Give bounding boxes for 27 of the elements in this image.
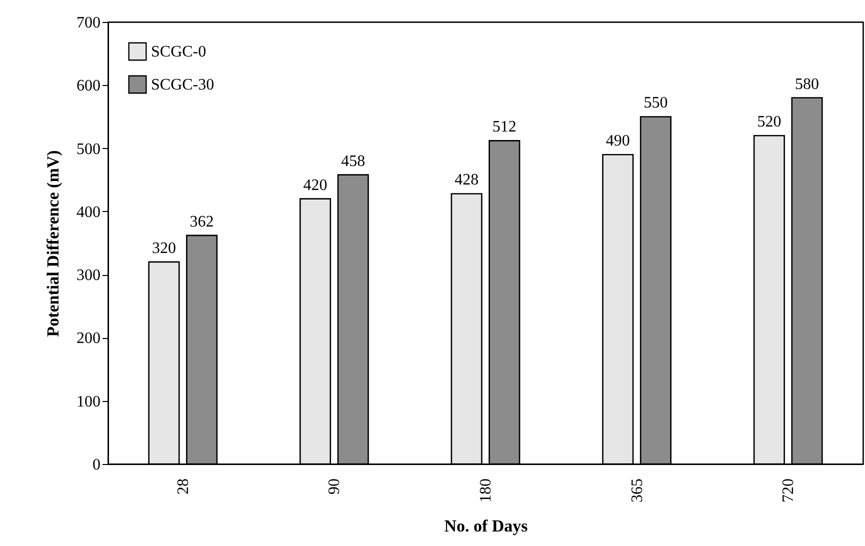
x-tick-label: 180 (478, 478, 494, 502)
y-tick-label: 300 (76, 267, 100, 284)
legend-label: SCGC-30 (151, 76, 214, 94)
data-label: 362 (190, 213, 214, 230)
x-tick-label: 28 (174, 478, 192, 494)
data-label: 320 (152, 240, 176, 257)
legend-label: SCGC-0 (151, 44, 206, 60)
y-tick-label: 100 (76, 393, 100, 410)
y-tick-label: 400 (76, 204, 100, 221)
data-label: 428 (454, 172, 479, 189)
y-tick-label: 500 (76, 140, 100, 158)
x-tick-label: 365 (628, 478, 646, 502)
y-tick-label: 600 (76, 78, 100, 95)
data-label: 458 (341, 152, 366, 170)
data-label: 420 (303, 176, 328, 194)
y-tick-label: 0 (92, 456, 100, 474)
x-tick-label: 720 (780, 478, 798, 502)
y-tick-label: 700 (76, 14, 100, 32)
data-label: 520 (757, 114, 782, 131)
y-tick-label: 200 (76, 330, 100, 348)
data-label: 490 (606, 132, 630, 150)
y-axis-title: Potential Difference (mV) (44, 150, 62, 337)
data-label: 512 (492, 118, 516, 136)
data-label: 580 (795, 76, 820, 93)
x-axis-title: No. of Days (444, 516, 528, 536)
x-tick-label: 90 (326, 478, 344, 494)
data-label: 550 (644, 94, 668, 112)
